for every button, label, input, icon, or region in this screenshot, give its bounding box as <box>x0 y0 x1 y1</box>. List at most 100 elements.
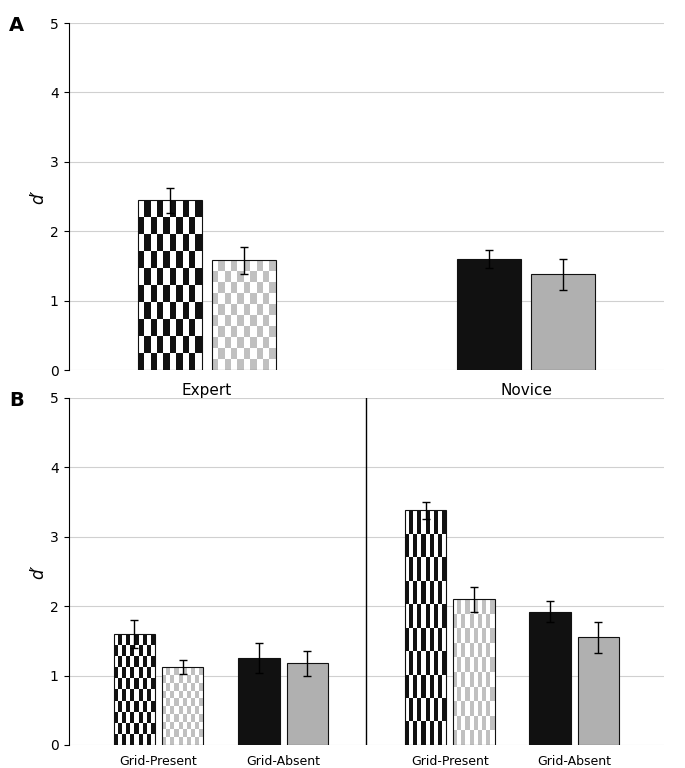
Bar <box>151 200 157 217</box>
Bar <box>421 721 425 745</box>
Bar <box>219 316 225 326</box>
Bar <box>442 534 447 558</box>
Bar <box>162 698 166 706</box>
Bar <box>162 667 203 745</box>
Bar <box>187 706 191 714</box>
Bar <box>257 283 263 293</box>
Bar <box>453 599 495 745</box>
Bar <box>162 706 166 714</box>
Bar <box>195 234 202 251</box>
Bar <box>425 558 429 581</box>
Bar <box>157 268 164 285</box>
Bar <box>470 687 474 701</box>
Bar <box>179 698 183 706</box>
Bar <box>486 628 490 643</box>
Bar <box>438 558 442 581</box>
Bar <box>453 643 457 657</box>
Bar <box>470 730 474 745</box>
Bar <box>162 690 166 698</box>
Bar <box>126 734 130 745</box>
Bar <box>429 627 434 651</box>
Bar <box>453 672 457 687</box>
Bar <box>126 667 130 678</box>
Bar <box>434 721 438 745</box>
Bar <box>482 672 486 687</box>
Bar <box>490 599 495 614</box>
Bar <box>138 234 145 251</box>
Bar <box>457 701 461 716</box>
Bar <box>175 737 179 745</box>
Bar <box>238 658 280 745</box>
Bar <box>457 628 461 643</box>
Bar <box>114 700 118 712</box>
Bar <box>457 716 461 730</box>
Bar <box>442 558 447 581</box>
Bar <box>138 656 142 667</box>
Bar <box>147 634 151 645</box>
Bar <box>151 645 155 656</box>
Bar <box>269 316 276 326</box>
Bar <box>263 271 269 283</box>
Bar <box>130 690 134 700</box>
Bar <box>130 656 134 667</box>
Bar <box>486 672 490 687</box>
Bar <box>442 651 447 674</box>
Bar <box>421 534 425 558</box>
Bar <box>250 293 257 304</box>
Bar <box>421 627 425 651</box>
Bar <box>164 319 170 336</box>
Bar <box>257 271 263 283</box>
Bar <box>238 348 244 359</box>
Bar <box>231 337 238 348</box>
Bar <box>114 690 118 700</box>
Bar <box>409 581 413 604</box>
Bar <box>118 656 122 667</box>
Bar <box>179 706 183 714</box>
Bar <box>151 634 155 645</box>
Bar <box>138 700 142 712</box>
Bar <box>244 283 250 293</box>
Bar <box>183 353 189 370</box>
Bar <box>183 722 187 730</box>
Bar <box>176 217 183 234</box>
Bar <box>461 701 465 716</box>
Bar <box>130 712 134 723</box>
Bar <box>118 723 122 734</box>
Bar <box>170 200 176 217</box>
Bar <box>470 643 474 657</box>
Bar <box>421 698 425 721</box>
Bar <box>434 627 438 651</box>
Bar <box>244 316 250 326</box>
Bar <box>269 260 276 271</box>
Bar <box>461 716 465 730</box>
Bar <box>405 674 409 698</box>
Bar <box>470 657 474 672</box>
Bar <box>138 200 145 217</box>
Bar <box>417 558 421 581</box>
Bar <box>126 678 130 690</box>
Bar <box>438 581 442 604</box>
Bar <box>183 690 187 698</box>
Bar <box>478 643 482 657</box>
Legend: Grid-Present, Grid-Absent: Grid-Present, Grid-Absent <box>238 399 495 425</box>
Bar <box>183 675 187 683</box>
Bar <box>453 657 457 672</box>
Bar <box>189 285 195 302</box>
Bar <box>269 337 276 348</box>
Bar <box>138 634 142 645</box>
Bar <box>157 319 164 336</box>
Bar <box>425 698 429 721</box>
Bar <box>417 627 421 651</box>
Bar <box>405 721 409 745</box>
Bar <box>170 217 176 234</box>
Bar <box>199 675 203 683</box>
Bar <box>429 558 434 581</box>
Bar <box>142 634 147 645</box>
Bar <box>170 251 176 268</box>
Bar <box>122 656 126 667</box>
Bar <box>461 599 465 614</box>
Bar <box>238 304 244 316</box>
Bar <box>176 353 183 370</box>
Bar <box>134 700 138 712</box>
Bar <box>429 674 434 698</box>
